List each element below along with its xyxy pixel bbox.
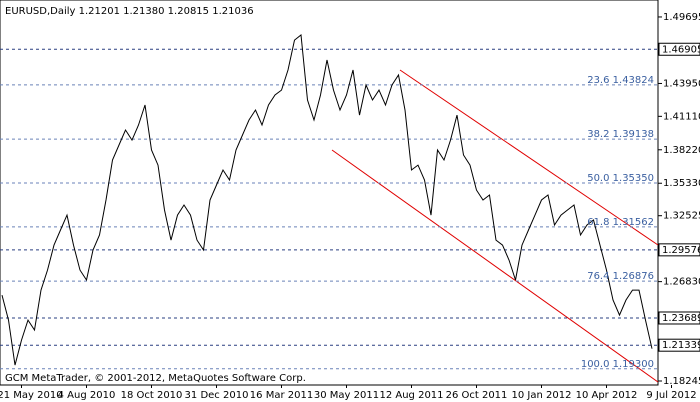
x-tick-label: 30 May 2011 <box>314 390 379 401</box>
y-tick-label: 1.41110 <box>663 111 700 122</box>
y-tick-label: 1.43950 <box>663 78 700 89</box>
plot-frame <box>0 0 659 386</box>
marks <box>0 34 658 370</box>
price-box-label: 1.29576 <box>662 245 700 256</box>
x-tick-label: 26 Oct 2011 <box>446 390 508 401</box>
x-tick-label: 12 Aug 2011 <box>379 390 443 401</box>
x-tick-label: 18 Oct 2010 <box>121 390 183 401</box>
footer: GCM MetaTrader, © 2001-2012, MetaQuotes … <box>5 373 306 384</box>
fib-label: 38.2 1.39138 <box>587 129 654 140</box>
y-tick-label: 1.49695 <box>663 12 700 23</box>
price-box-label: 1.23689 <box>662 313 700 324</box>
channel-lower <box>331 149 659 383</box>
fib-label: 76.4 1.26876 <box>587 271 654 282</box>
y-tick-label: 1.18245 <box>663 376 700 387</box>
price-box <box>658 311 700 325</box>
fib-label: 50.0 1.35350 <box>587 173 654 184</box>
x-tick-label: 10 Apr 2012 <box>576 390 638 401</box>
x-tick-label: 21 May 2010 <box>0 390 63 401</box>
x-tick-label: 4 Aug 2010 <box>58 390 116 401</box>
fib-label: 23.6 1.43824 <box>587 75 654 86</box>
y-tick-label: 1.32525 <box>663 211 700 222</box>
y-tick-label: 1.26830 <box>663 277 700 288</box>
x-tick-label: 10 Jan 2012 <box>512 390 572 401</box>
x-tick-label: 31 Dec 2010 <box>185 390 249 401</box>
price-line <box>1 34 653 366</box>
channel-upper <box>399 69 659 246</box>
x-tick-label: 9 Jul 2012 <box>646 390 696 401</box>
price-box <box>658 338 700 352</box>
price-box <box>658 42 700 56</box>
x-tick-label: 16 Mar 2011 <box>250 390 313 401</box>
fib-label: 100.0 1.19300 <box>581 359 654 370</box>
price-box-label: 1.46905 <box>662 44 700 55</box>
chart-title: EURUSD,Daily 1.21201 1.21380 1.20815 1.2… <box>5 6 254 17</box>
price-box-label: 1.21339 <box>662 340 700 351</box>
y-tick-label: 1.35330 <box>663 178 700 189</box>
fib-label: 61.8 1.31562 <box>587 217 654 228</box>
y-tick-label: 1.38220 <box>663 145 700 156</box>
price-box <box>658 243 700 257</box>
